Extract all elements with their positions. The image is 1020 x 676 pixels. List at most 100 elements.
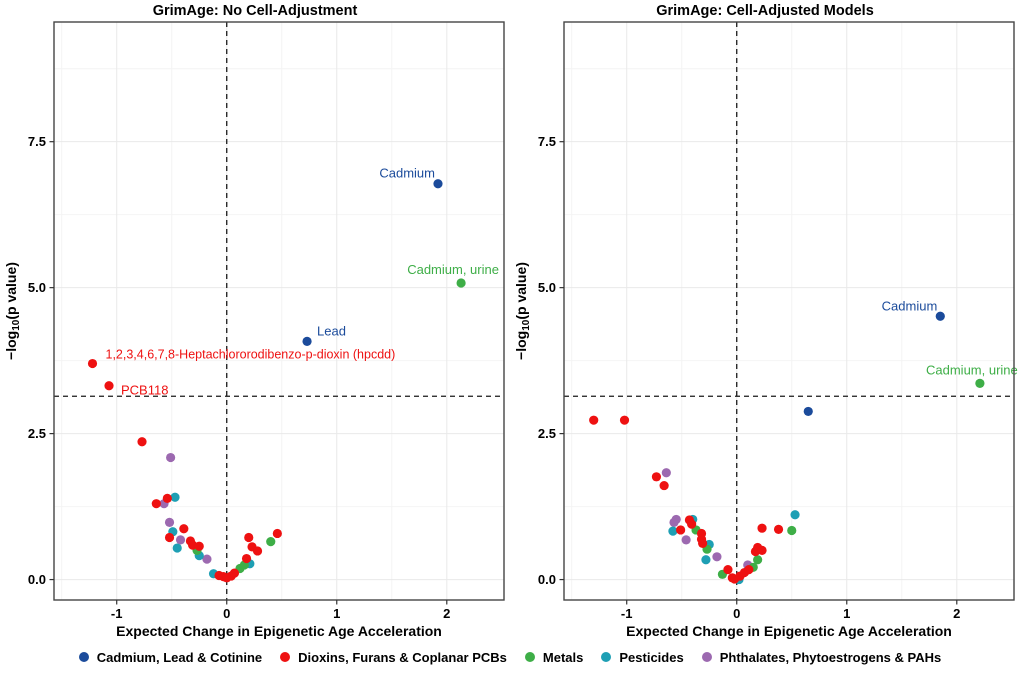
y-tick-label: 0.0 — [28, 572, 46, 587]
data-point — [172, 543, 182, 553]
x-tick-label: 2 — [443, 606, 450, 621]
panel-title-left: GrimAge: No Cell-Adjustment — [152, 3, 358, 19]
data-point — [241, 553, 252, 564]
data-point — [698, 538, 708, 548]
data-point — [175, 535, 186, 545]
data-point — [712, 552, 722, 562]
data-point — [651, 472, 662, 482]
x-tick-label: 0 — [223, 606, 230, 621]
panels-row: GrimAge: No Cell-Adjustment Cadmium, uri… — [0, 0, 1020, 642]
data-point — [723, 565, 733, 575]
data-point — [137, 437, 147, 447]
legend-item-3: Pesticides — [601, 649, 684, 665]
data-point — [661, 468, 671, 478]
panel-border — [563, 21, 1015, 601]
legend-label: Dioxins, Furans & Coplanar PCBs — [298, 649, 507, 665]
data-point — [757, 545, 767, 555]
data-point — [272, 528, 282, 539]
panel-background — [564, 22, 1014, 600]
data-point — [787, 525, 797, 536]
x-axis-title: Expected Change in Epigenetic Age Accele… — [116, 623, 442, 639]
point-label: Cadmium — [882, 298, 938, 313]
data-point — [619, 415, 630, 425]
y-axis-title: −log10(p value) — [513, 262, 532, 360]
data-point — [753, 555, 763, 565]
legend-dot-icon — [78, 652, 89, 662]
point-label: Cadmium, urine — [407, 262, 499, 277]
point-label: Lead — [317, 323, 346, 338]
data-point — [151, 499, 161, 509]
x-axis-title: Expected Change in Epigenetic Age Accele… — [626, 623, 952, 639]
volcano-plot-right: Cadmium, urine Cadmium -1 0 1 2 0.0 2.5 5.0 7.5 Ex… — [513, 21, 1018, 639]
data-point — [671, 514, 681, 525]
data-point — [164, 517, 175, 527]
legend-label: Pesticides — [619, 649, 684, 665]
data-point — [162, 493, 172, 504]
data-point — [166, 452, 176, 463]
y-tick-label: 7.5 — [28, 134, 46, 149]
legend-dot-icon — [601, 652, 612, 662]
legend: Cadmium, Lead & Cotinine Dioxins, Furans … — [0, 642, 1020, 672]
data-point — [773, 524, 784, 534]
panel-background — [54, 22, 504, 600]
legend-label: Cadmium, Lead & Cotinine — [96, 649, 263, 665]
volcano-plot-left: Cadmium, urine 1,2,3,4,6,7,8-Heptachloror… — [3, 21, 505, 639]
legend-label: Metals — [542, 649, 584, 665]
x-tick-label: 1 — [333, 606, 340, 621]
x-tick-label: 1 — [843, 606, 850, 621]
x-tick-label: 0 — [733, 606, 740, 621]
data-point — [975, 378, 985, 388]
y-tick-label: 5.0 — [538, 280, 556, 295]
data-point — [803, 406, 813, 417]
legend-item-2: Metals — [524, 649, 584, 665]
legend-dot-icon — [280, 652, 291, 662]
data-point — [252, 546, 263, 556]
data-point — [790, 510, 800, 520]
legend-item-1: Dioxins, Furans & Coplanar PCBs — [280, 650, 507, 665]
data-point — [687, 519, 697, 529]
data-point — [244, 532, 254, 543]
data-point — [164, 532, 175, 543]
y-tick-label: 5.0 — [28, 280, 46, 295]
y-tick-label: 7.5 — [538, 134, 556, 149]
data-point — [676, 525, 686, 535]
point-label: PCB118 — [121, 383, 168, 398]
point-label: Cadmium — [379, 166, 435, 181]
data-point — [433, 179, 443, 189]
legend-item-0: Cadmium, Lead & Cotinine — [78, 649, 263, 665]
y-tick-label: 2.5 — [538, 426, 556, 441]
data-point — [668, 526, 678, 536]
data-point — [194, 541, 204, 551]
data-point — [87, 358, 98, 369]
panel-no-cell-adjustment: GrimAge: No Cell-Adjustment Cadmium, uri… — [0, 0, 510, 642]
point-label: 1,2,3,4,6,7,8-Heptachlororodibenzo-p-dio… — [106, 348, 396, 362]
y-tick-label: 0.0 — [538, 572, 556, 587]
data-point — [229, 568, 240, 578]
legend-item-4: Phthalates, Phytoestrogens & PAHs — [701, 649, 942, 665]
data-point — [456, 278, 466, 288]
panel-border — [53, 21, 505, 601]
y-axis-title: −log10(p value) — [3, 262, 22, 360]
panel-cell-adjusted: GrimAge: Cell-Adjusted Models Cadmium, u… — [510, 0, 1020, 642]
data-point — [179, 524, 189, 534]
data-point — [659, 480, 669, 491]
data-point — [170, 492, 180, 502]
x-tick-label: -1 — [621, 606, 633, 621]
legend-dot-icon — [701, 652, 712, 662]
data-point — [104, 381, 114, 391]
data-point — [589, 415, 599, 425]
point-label: Cadmium, urine — [926, 362, 1018, 377]
data-point — [681, 535, 691, 545]
legend-label: Phthalates, Phytoestrogens & PAHs — [719, 649, 942, 665]
data-point — [302, 336, 312, 346]
data-point — [757, 523, 767, 533]
data-point — [935, 311, 945, 321]
data-point — [701, 555, 711, 565]
y-tick-label: 2.5 — [28, 426, 46, 441]
data-point — [266, 537, 276, 547]
data-point — [744, 565, 754, 575]
panel-title-right: GrimAge: Cell-Adjusted Models — [656, 3, 874, 19]
x-tick-label: -1 — [111, 606, 123, 621]
data-point — [202, 554, 212, 564]
